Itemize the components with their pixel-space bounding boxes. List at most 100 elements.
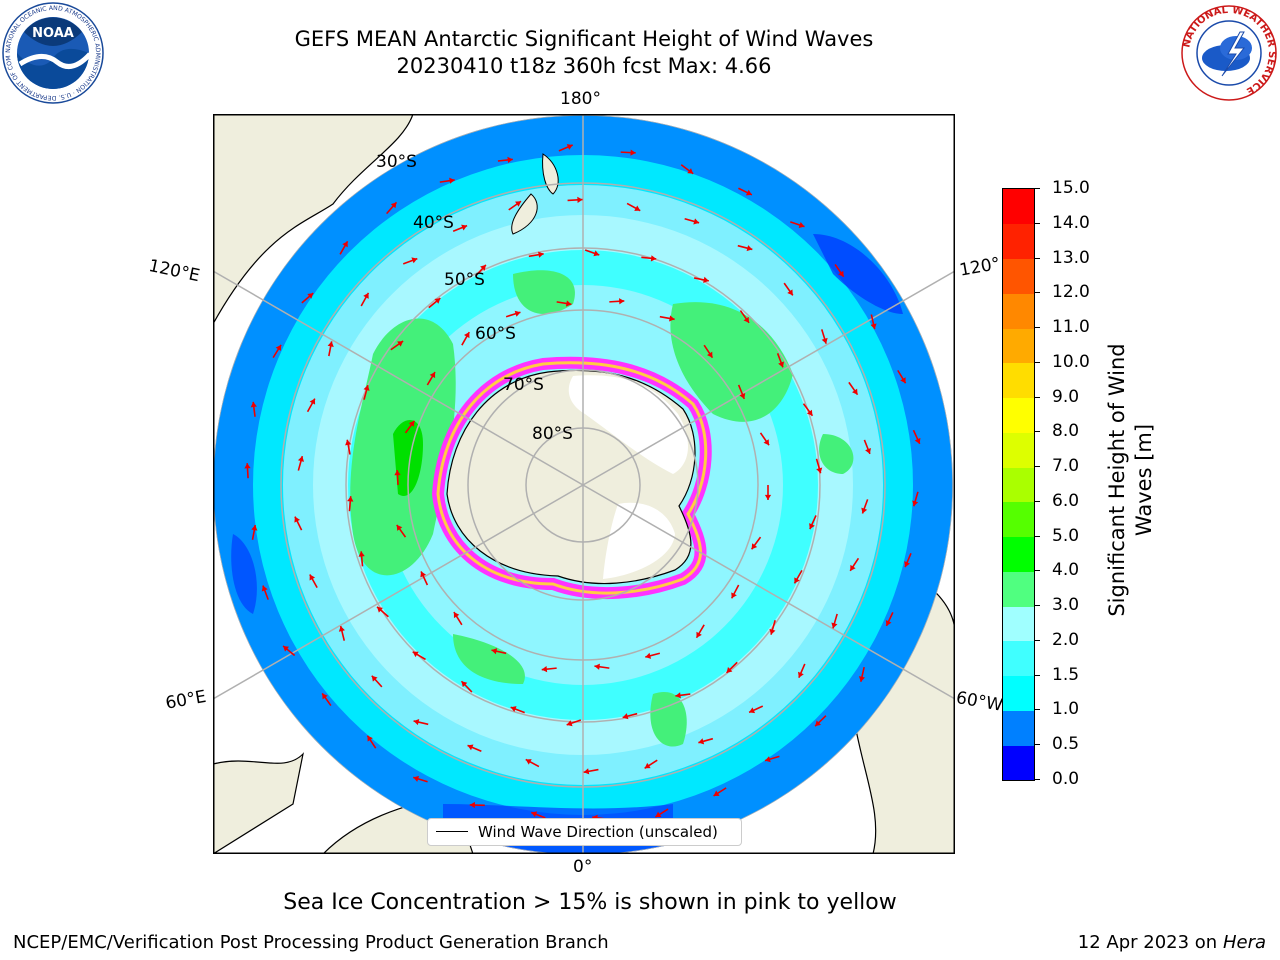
wave-arrow-head [371, 675, 378, 682]
nws-logo: NATIONAL WEATHER SERVICE [1180, 4, 1278, 102]
wave-arrow-head [525, 759, 532, 765]
colorbar-tick-mark [1034, 188, 1040, 189]
polar-map [213, 114, 955, 854]
wave-arrow-head [507, 156, 513, 164]
colorbar-tick-mark [1034, 744, 1040, 746]
wave-arrow-head [787, 289, 793, 296]
colorbar-tick-mark [1034, 535, 1040, 537]
wave-arrow-head [338, 626, 345, 632]
lat-label-40s: 40°S [413, 213, 454, 233]
wave-arrow-head [650, 255, 657, 262]
wave-arrow-head [397, 341, 404, 347]
meridian-lines [213, 114, 955, 854]
wave-arrow-head [515, 201, 522, 207]
wave-arrow-head [669, 315, 675, 322]
colorbar-tick-mark [1034, 292, 1040, 294]
wave-arrow-head [420, 571, 427, 578]
wave-arrow-head [696, 631, 702, 638]
wave-arrow-head [885, 619, 892, 626]
wave-arrow-head [743, 316, 750, 323]
wave-arrow-head [491, 648, 498, 655]
new-zealand-south [511, 193, 538, 235]
wave-arrow-head [565, 300, 572, 307]
wave-arrow-head [698, 738, 705, 745]
wave-arrow-head [746, 245, 753, 252]
wave-arrow-head [461, 681, 468, 688]
wave-arrow-head [309, 398, 316, 405]
colorbar-band [1003, 467, 1034, 503]
colorbar-band [1003, 501, 1034, 538]
wave-arrow-head [593, 250, 600, 257]
wave-arrow-head [297, 456, 304, 462]
wave-arrow-head [538, 251, 544, 258]
wave-arrow-head [675, 692, 681, 699]
africa-land [213, 752, 304, 854]
wave-arrow-head [749, 707, 756, 714]
colorbar-tick-mark [1034, 570, 1040, 572]
wave-arrow-head [769, 628, 776, 635]
wave-arrow-head [467, 744, 474, 751]
colorbar-band [1003, 640, 1034, 677]
footer-date-text: 12 Apr 2023 on [1077, 932, 1223, 953]
colorbar-tick-mark [1034, 605, 1040, 607]
wave-arrow-head [634, 205, 641, 211]
footer-credit: NCEP/EMC/Verification Post Processing Pr… [13, 932, 609, 953]
wave-arrow-head [765, 756, 771, 763]
lon-label-60w: 60°W [954, 688, 1005, 716]
colorbar-band [1003, 397, 1034, 433]
wave-arrow-head [413, 775, 420, 782]
colorbar-tick-label: 6.0 [1052, 490, 1080, 511]
colorbar-tick-label: 3.0 [1052, 595, 1080, 616]
colorbar-tick-label: 1.0 [1052, 699, 1080, 720]
colorbar-tick-label: 1.5 [1052, 664, 1080, 685]
wave-arrow-head [541, 666, 548, 673]
wave-arrow-head [858, 676, 866, 682]
colorbar-band [1003, 223, 1034, 259]
legend-line-swatch [436, 831, 468, 832]
noaa-logo-text: NOAA [32, 26, 74, 41]
chart-subtitle: 20230410 t18z 360h fcst Max: 4.66 [396, 54, 772, 78]
noaa-logo: NATIONAL OCEANIC AND ATMOSPHERIC ADMINIS… [2, 2, 104, 104]
lat-label-70s: 70°S [503, 375, 544, 395]
wave-arrow-head [794, 577, 800, 584]
lon-label-120w: 120° [958, 253, 1002, 281]
wave-arrow-head [429, 372, 436, 379]
wave-arrow-head [244, 463, 251, 469]
colorbar-band [1003, 258, 1034, 294]
wave-arrow-head [510, 706, 517, 713]
wave-arrow-head [815, 720, 822, 727]
colorbar-tick-mark [1034, 709, 1040, 711]
wave-arrow-head [345, 439, 352, 446]
wave-arrow-head [655, 811, 662, 818]
colorbar-tick-mark [1034, 257, 1040, 259]
colorbar-tick-mark [1034, 779, 1040, 780]
colorbar-tick-label: 0.0 [1052, 769, 1080, 789]
colorbar-tick-mark [1034, 361, 1040, 363]
wave-arrow-head [469, 801, 475, 809]
wave-arrow-head [413, 719, 420, 726]
colorbar [1002, 188, 1035, 781]
sea-ice-caption: Sea Ice Concentration > 15% is shown in … [283, 890, 897, 915]
colorbar-tick-mark [1034, 500, 1040, 502]
wave-arrow-head [577, 196, 583, 204]
lon-label-60e: 60°E [164, 686, 208, 714]
wave-arrow-head [363, 292, 369, 299]
colorbar-label: Significant Height of Wind Waves [m] [1105, 343, 1156, 617]
wave-arrow-head [693, 218, 700, 225]
wave-arrow-head [408, 420, 415, 427]
colorbar-band [1003, 432, 1034, 468]
colorbar-tick-label: 7.0 [1052, 456, 1080, 477]
wave-arrow-head [464, 332, 470, 339]
lat-label-80s: 80°S [532, 424, 573, 444]
lon-label-0: 0° [573, 857, 593, 877]
wave-arrow-head [739, 392, 746, 399]
wave-arrow-head [821, 337, 828, 344]
wave-arrow-head [390, 202, 397, 209]
colorbar-tick-label: 8.0 [1052, 421, 1080, 442]
colorbar-band [1003, 189, 1034, 225]
wave-arrow-head [912, 500, 919, 507]
wave-arrow-head [294, 516, 301, 523]
wave-arrow-head [763, 439, 770, 446]
wave-arrow-head [713, 790, 720, 796]
wave-arrow-head [622, 713, 629, 720]
